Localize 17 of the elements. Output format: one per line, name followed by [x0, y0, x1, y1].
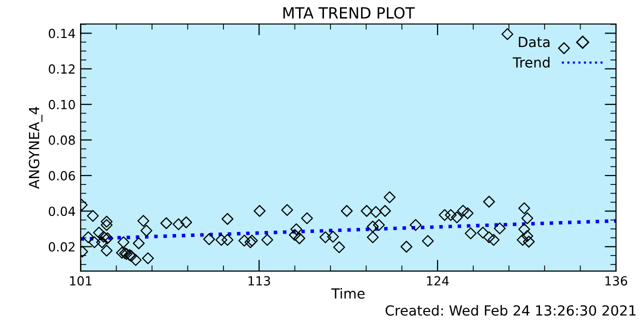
y-tick-label: 0.12 [48, 64, 75, 74]
legend-label: Data [518, 36, 550, 48]
x-tick-label: 124 [426, 276, 449, 286]
y-tick-label: 0.02 [48, 242, 75, 252]
y-tick-label: 0.14 [48, 28, 76, 38]
x-tick-label: 113 [248, 276, 270, 286]
y-tick-label: 0.08 [48, 135, 75, 145]
legend-label: Trend [512, 56, 550, 68]
text: Created: Wed Feb 24 13:26:30 2021 [386, 304, 636, 316]
x-tick-label: 136 [605, 276, 628, 286]
y-axis-title: ANGYNEA_4 [28, 106, 42, 189]
x-axis-title: Time [331, 288, 365, 299]
y-tick-label: 0.04 [48, 206, 76, 216]
chart-title: MTA TREND PLOT [283, 7, 415, 19]
x-tick-label: 101 [70, 276, 92, 286]
y-tick-label: 0.06 [48, 171, 75, 180]
y-tick-label: 0.10 [48, 100, 75, 110]
